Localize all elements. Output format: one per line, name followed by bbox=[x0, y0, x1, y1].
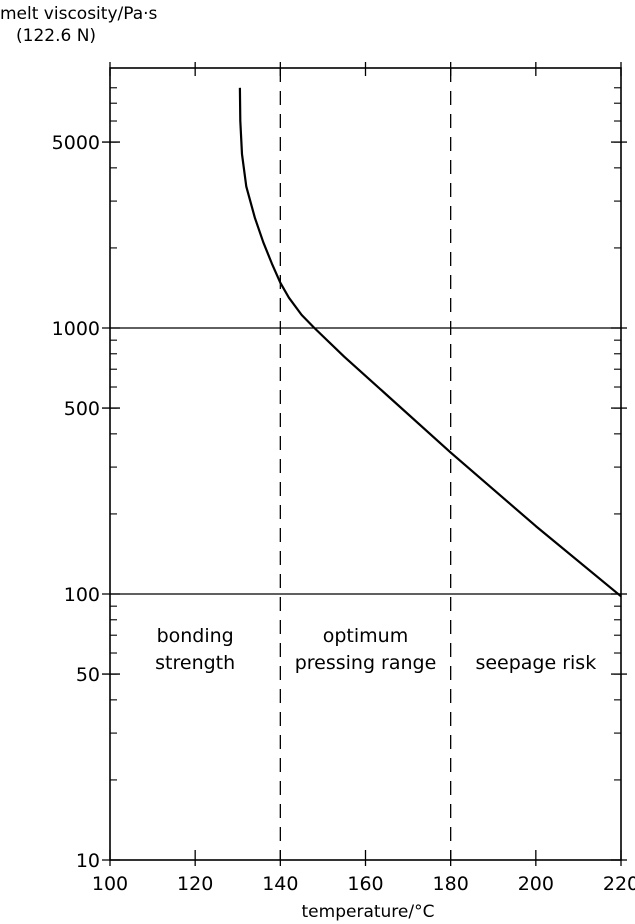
viscosity-curve bbox=[238, 87, 622, 598]
y-axis-label-unit: (122.6 N) bbox=[16, 26, 97, 46]
y-tick-label-5000: 5000 bbox=[52, 132, 100, 154]
x-tick-label-160: 160 bbox=[347, 873, 383, 895]
plot-frame bbox=[109, 67, 622, 861]
y-tick-label-50: 50 bbox=[76, 664, 100, 686]
x-tick-label-120: 120 bbox=[177, 873, 213, 895]
y-tick-label-10: 10 bbox=[76, 850, 100, 872]
x-tick-label-220: 220 bbox=[603, 873, 635, 895]
x-tick-label-180: 180 bbox=[433, 873, 469, 895]
y-tick-label-500: 500 bbox=[64, 398, 100, 420]
x-tick-label-100: 100 bbox=[92, 873, 128, 895]
y-axis-label: melt viscosity/Pa·s bbox=[0, 4, 158, 24]
region-label-1: optimum pressing range bbox=[295, 625, 437, 674]
x-axis-label: temperature/°C bbox=[302, 902, 435, 922]
y-tick-label-100: 100 bbox=[64, 584, 100, 606]
region-label-0: bonding strength bbox=[155, 625, 235, 674]
x-tick-label-140: 140 bbox=[262, 873, 298, 895]
region-label-2: seepage risk bbox=[475, 652, 596, 674]
x-tick-label-200: 200 bbox=[518, 873, 554, 895]
y-tick-label-1000: 1000 bbox=[52, 318, 100, 340]
